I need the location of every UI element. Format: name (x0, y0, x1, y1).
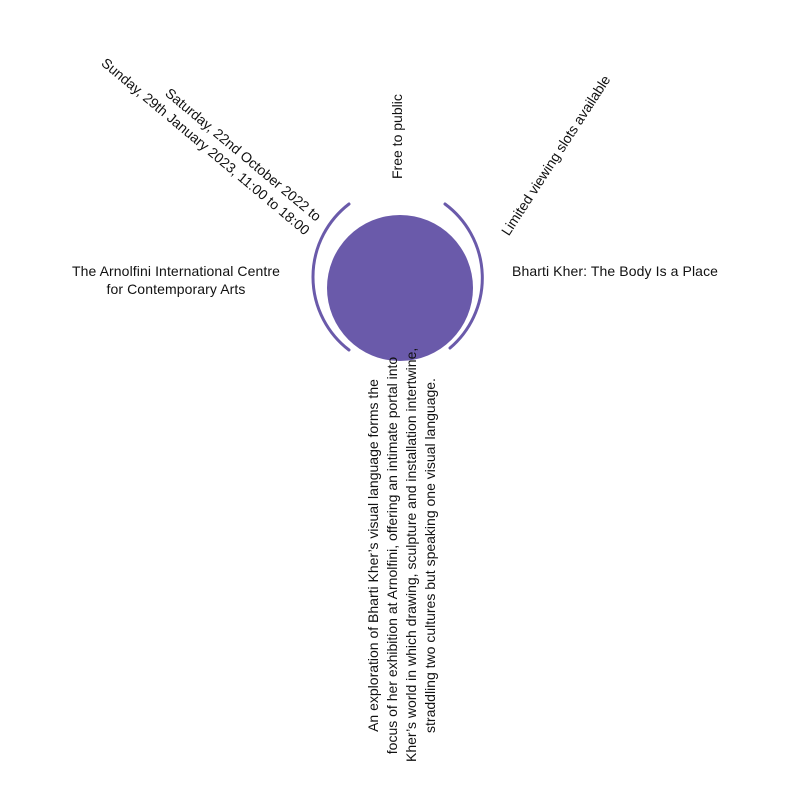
venue-line-2: for Contemporary Arts (106, 281, 246, 297)
description-line-4: straddling two cultures but speaking one… (422, 378, 438, 733)
description-line-1: An exploration of Bharti Kher’s visual l… (365, 379, 381, 732)
description-line-3: Kher’s world in which drawing, sculpture… (403, 347, 419, 762)
venue-line-1: The Arnolfini International Centre (71, 263, 281, 279)
description-text: An exploration of Bharti Kher’s visual l… (364, 347, 440, 762)
left-bracket-arc (311, 202, 351, 352)
venue-label: The Arnolfini International Centre for C… (56, 262, 296, 298)
central-circle (327, 215, 473, 361)
description-line-2: focus of her exhibition at Arnolfini, of… (384, 356, 400, 755)
exhibition-title: Bharti Kher: The Body Is a Place (512, 263, 719, 279)
admission-label: Free to public (389, 94, 405, 179)
right-bracket-arc (443, 202, 484, 350)
